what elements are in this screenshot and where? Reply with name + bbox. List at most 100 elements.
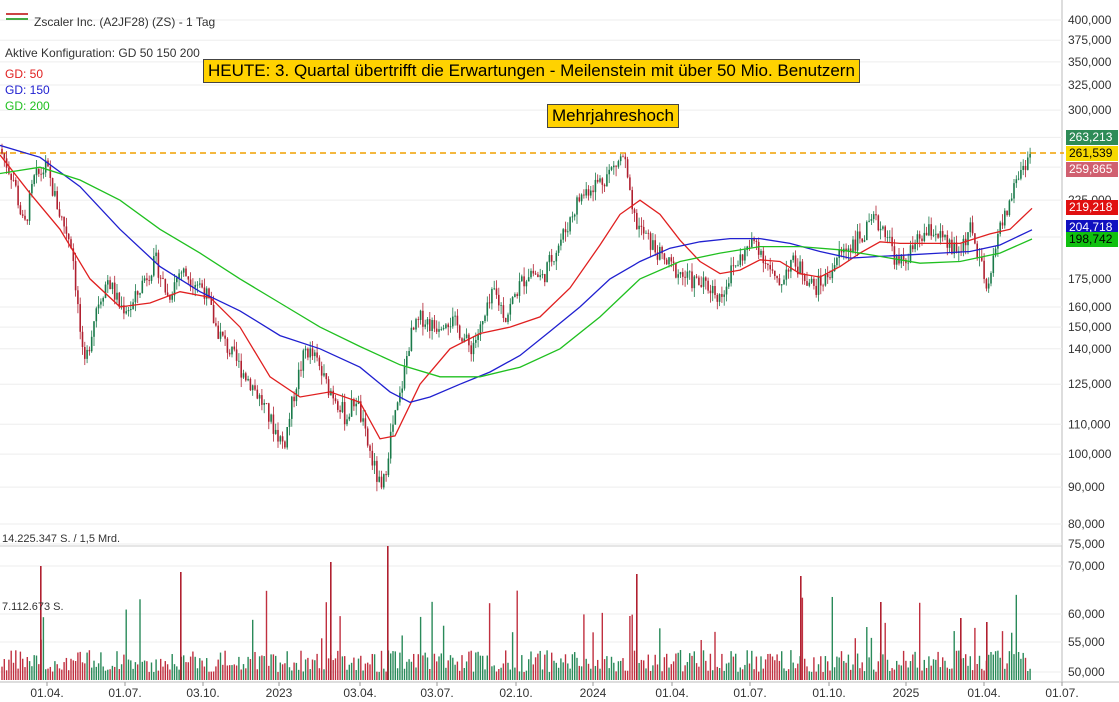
candle-body [670,257,673,262]
volume-bar [974,627,976,680]
volume-bar [498,669,500,680]
candle-body [143,278,146,281]
volume-bar [675,653,677,680]
volume-bar [233,664,235,680]
candle-body [495,288,498,295]
volume-bar [272,654,275,680]
volume-bar [291,670,293,680]
volume-bar [258,656,261,680]
volume-bar [369,664,371,680]
candle-body [396,402,399,411]
volume-bar [470,650,472,680]
volume-bar [249,659,252,680]
candle-body [525,281,528,287]
volume-bar [247,656,249,680]
candle-body [868,220,870,222]
volume-bar [84,663,86,680]
volume-bar [923,659,925,680]
volume-bar [468,651,470,680]
candle-body [353,399,355,407]
candle-body [196,284,199,286]
candle-body [481,321,484,325]
candle-body [994,248,997,256]
candle-body [93,321,95,337]
candle-body [698,277,700,286]
candle-body [539,275,541,278]
news-annotation[interactable]: HEUTE: 3. Quartal übertrifft die Erwartu… [203,59,860,83]
candle-body [884,226,886,238]
candle-body [392,424,394,432]
volume-bar [24,667,26,680]
volume-bar [493,665,495,680]
volume-bar [231,665,233,680]
volume-bar [56,664,58,680]
candle-body [953,242,955,254]
price-badge-gd50: 219,218 [1066,200,1118,215]
candle-body [63,216,65,227]
volume-bar [95,666,97,680]
x-tick-label: 01.07. [108,686,141,700]
high-annotation[interactable]: Mehrjahreshoch [547,104,679,128]
volume-bar [716,666,718,680]
volume-bar [491,666,493,680]
candle-body [141,280,144,294]
volume-bar [341,656,344,680]
candle-body [102,297,104,302]
candle-body [613,165,615,168]
volume-bar [785,670,787,680]
candle-body [263,403,265,405]
candle-body [431,320,433,331]
candle-body [847,248,850,252]
x-tick-label: 01.04. [655,686,688,700]
candle-body [337,401,339,410]
volume-bar [58,668,61,680]
candle-body [987,283,990,289]
candle-body [895,256,898,265]
candle-body [981,256,983,261]
candle-body [12,179,15,181]
volume-spike [986,622,988,680]
y-tick-label: 110,000 [1068,417,1111,431]
candle-body [992,255,995,274]
volume-bar [836,656,838,680]
volume-bar [206,658,208,680]
candle-body [449,326,452,328]
volume-bar [652,665,654,680]
volume-bar [907,667,909,680]
volume-bar [608,668,610,680]
candle-body [677,274,679,278]
volume-bar [302,671,304,680]
candle-body [587,189,590,196]
volume-bar [436,661,438,680]
candle-body [629,177,631,191]
candle-body [429,319,431,331]
candle-body [521,276,523,282]
candle-body [378,476,380,482]
volume-bar [459,670,461,680]
candle-body [17,185,19,206]
candle-body [479,324,482,335]
volume-bar [762,668,764,680]
volume-bar [465,661,468,680]
chart-title: Zscaler Inc. (A2JF28) (ZS) - 1 Tag [34,15,216,29]
candle-body [592,190,594,193]
volume-bar [925,667,928,680]
volume-bar [100,652,102,680]
volume-bar [355,670,357,680]
volume-bar [824,656,827,680]
volume-bar [541,669,544,680]
candle-body [125,311,127,314]
volume-bar [143,660,146,680]
candle-body [208,288,210,298]
volume-bar [392,651,394,680]
candle-body [265,403,268,404]
candle-body [567,231,569,233]
volume-bar [38,664,40,680]
volume-bar [999,657,1001,680]
candle-body [518,281,521,296]
volume-bar [571,654,574,680]
candle-body [578,197,581,202]
candle-body [1029,154,1031,158]
candle-body [254,385,256,390]
candle-body [985,279,988,289]
